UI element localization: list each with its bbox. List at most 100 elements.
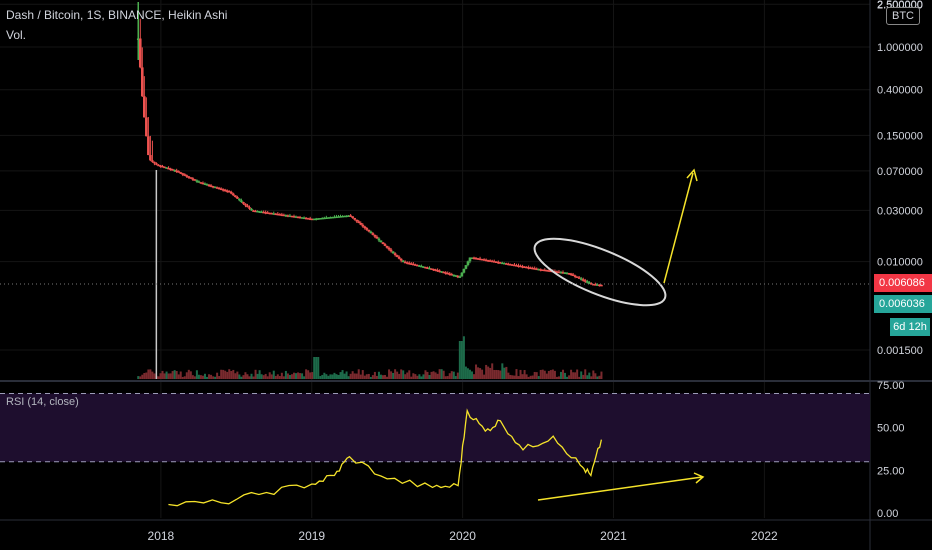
volume-bar bbox=[363, 375, 366, 379]
candle-body bbox=[234, 195, 237, 197]
volume-bar bbox=[301, 373, 304, 379]
candle-body bbox=[596, 284, 599, 286]
volume-bar bbox=[288, 375, 291, 379]
volume-bar bbox=[521, 374, 524, 379]
volume-bar bbox=[568, 375, 571, 379]
volume-bar bbox=[596, 376, 599, 379]
volume-bar bbox=[381, 375, 384, 379]
candle-body bbox=[549, 270, 553, 273]
candle-body bbox=[197, 181, 201, 183]
candle-body bbox=[155, 163, 158, 165]
volume-bar bbox=[379, 374, 382, 379]
candle-body bbox=[308, 218, 312, 220]
volume-bar bbox=[153, 373, 156, 379]
candle-body bbox=[494, 261, 498, 264]
rsi-label[interactable]: RSI (14, close) bbox=[6, 396, 79, 408]
volume-bar bbox=[345, 371, 348, 379]
candle-body bbox=[484, 259, 488, 262]
candle-body bbox=[248, 207, 251, 209]
volume-bar bbox=[323, 372, 326, 379]
volume-bar bbox=[343, 373, 346, 379]
candle-body bbox=[242, 202, 245, 204]
candle-body bbox=[351, 216, 354, 218]
candle-body bbox=[545, 270, 549, 272]
volume-bar bbox=[580, 371, 583, 379]
volume-bar bbox=[191, 375, 194, 379]
yellow-arrow-rsi-head bbox=[693, 472, 705, 484]
volume-bar bbox=[436, 373, 439, 379]
currency-button[interactable]: BTC bbox=[886, 7, 920, 25]
candle-body bbox=[223, 189, 227, 192]
candle-body bbox=[238, 198, 241, 201]
volume-bar bbox=[527, 376, 530, 379]
candle-body bbox=[407, 262, 411, 265]
candle-body bbox=[527, 267, 530, 269]
volume-label[interactable]: Vol. bbox=[6, 28, 27, 42]
volume-bar bbox=[564, 372, 567, 379]
volume-bar bbox=[292, 372, 295, 379]
candle-body bbox=[161, 166, 164, 168]
volume-bar bbox=[145, 372, 148, 379]
candle-body bbox=[395, 255, 399, 257]
volume-bar bbox=[254, 369, 257, 379]
volume-bar bbox=[177, 374, 180, 379]
volume-bar bbox=[551, 369, 554, 379]
price-tick-label: 0.150000 bbox=[877, 130, 923, 142]
candle-body bbox=[205, 184, 209, 186]
candle-body bbox=[515, 265, 518, 267]
candle-body bbox=[369, 231, 373, 234]
volume-bar bbox=[523, 370, 526, 379]
candle-body bbox=[416, 264, 419, 267]
candle-body bbox=[252, 210, 255, 212]
candle-body bbox=[195, 180, 199, 182]
candle-body bbox=[181, 173, 185, 175]
volume-bar bbox=[193, 376, 196, 379]
candle-body bbox=[383, 244, 387, 246]
volume-bar bbox=[545, 373, 548, 379]
volume-bar bbox=[248, 376, 251, 379]
price-tick-label: 0.070000 bbox=[877, 166, 923, 178]
candle-body bbox=[472, 257, 476, 259]
volume-bar bbox=[426, 371, 429, 379]
candle-body bbox=[474, 257, 478, 260]
candle-body bbox=[302, 217, 306, 220]
candle-body bbox=[355, 219, 358, 222]
candle-body bbox=[476, 258, 480, 260]
candle-body bbox=[486, 260, 490, 262]
candle-body bbox=[306, 218, 310, 220]
volume-bar bbox=[214, 376, 217, 379]
volume-bar bbox=[355, 373, 358, 379]
volume-bar bbox=[537, 376, 540, 379]
volume-bar bbox=[578, 376, 581, 379]
candle-body bbox=[363, 226, 367, 229]
volume-bar bbox=[428, 375, 431, 379]
candle-body bbox=[165, 167, 168, 169]
candle-body bbox=[145, 117, 148, 137]
candle-body bbox=[387, 247, 391, 250]
candle-body bbox=[397, 256, 401, 259]
candle-body bbox=[312, 218, 316, 221]
candle-body bbox=[203, 183, 207, 186]
volume-bar bbox=[430, 371, 433, 379]
volume-bar bbox=[388, 369, 391, 379]
volume-bar bbox=[230, 370, 233, 379]
volume-bar bbox=[408, 370, 411, 379]
candle-body bbox=[353, 217, 356, 220]
volume-bar bbox=[555, 376, 558, 379]
candle-body bbox=[501, 262, 504, 265]
volume-bar bbox=[331, 374, 334, 379]
volume-bar bbox=[497, 370, 500, 379]
volume-bar bbox=[592, 370, 595, 379]
volume-bar bbox=[305, 369, 308, 379]
candle-body bbox=[414, 264, 417, 266]
volume-bar bbox=[165, 371, 168, 379]
candle-body bbox=[525, 266, 528, 269]
drawing-annotations[interactable] bbox=[0, 168, 870, 501]
symbol-title[interactable]: Dash / Bitcoin, 1S, BINANCE, Heikin Ashi bbox=[6, 8, 228, 22]
volume-bar bbox=[505, 366, 508, 379]
volume-bar bbox=[477, 367, 480, 379]
volume-bar bbox=[499, 370, 502, 379]
candle-body bbox=[537, 268, 541, 271]
volume-bar bbox=[185, 372, 188, 379]
